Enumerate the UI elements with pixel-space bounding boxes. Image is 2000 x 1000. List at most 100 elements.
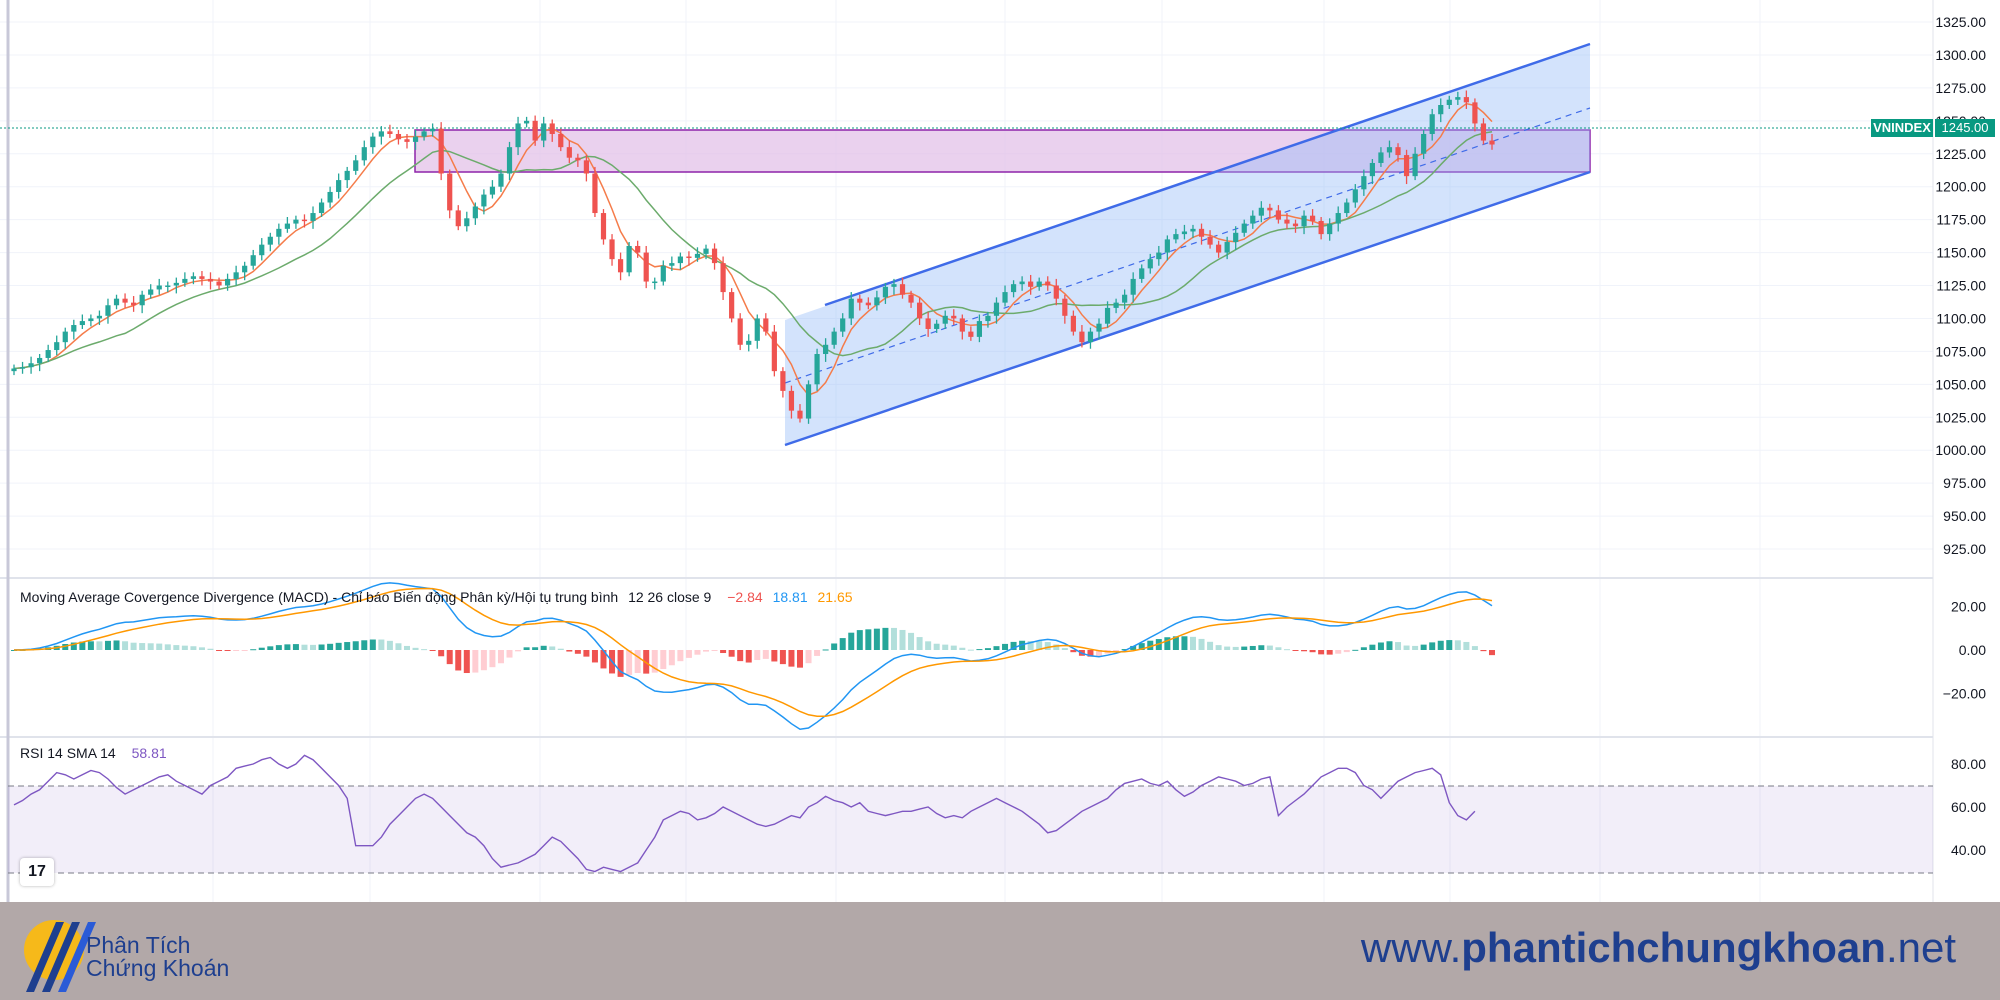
macd-histogram-bar [113, 640, 120, 650]
candle-body [464, 218, 470, 227]
price-tick-label: 1000.00 [1935, 442, 1986, 458]
price-tick-label: 975.00 [1943, 475, 1986, 491]
candle-body [412, 136, 419, 142]
candle-body [541, 123, 547, 141]
macd-histogram-bar [472, 650, 479, 673]
macd-histogram-bar [241, 650, 248, 651]
candle-body [1480, 123, 1487, 141]
candle-body [848, 298, 854, 319]
candle-body [694, 253, 701, 258]
candle-body [857, 298, 863, 303]
candle-body [1301, 215, 1307, 227]
macd-histogram-bar [1463, 641, 1470, 650]
price-chart[interactable]: 20.00 0.00 −20.00 80.00 60.00 40.00 1325.00 1… [0, 0, 2000, 902]
candle-body [421, 131, 427, 137]
candle-body [805, 384, 812, 419]
macd-pane: 20.00 0.00 −20.00 [11, 582, 1986, 730]
macd-histogram-bar [848, 632, 855, 650]
candle-body [88, 318, 94, 322]
macd-histogram-bar [1489, 650, 1495, 656]
candle-body [387, 131, 393, 134]
website-url[interactable]: www.phantichchungkhoan.net [1361, 924, 1956, 972]
macd-legend-signal: 21.65 [817, 589, 853, 605]
candle-body [1010, 284, 1017, 293]
candle-body [686, 256, 692, 259]
chart-grid [0, 0, 1933, 902]
price-tick-label: 1175.00 [1936, 212, 1986, 228]
macd-legend-name: Moving Average Covergence Divergence (MA… [20, 589, 619, 605]
candle-body [1104, 307, 1111, 324]
candle-body [1198, 228, 1205, 237]
price-tick-label: 1075.00 [1935, 343, 1986, 359]
macd-histogram-bar [164, 644, 171, 650]
candle-body [746, 340, 752, 345]
macd-histogram-bar [651, 650, 658, 673]
macd-histogram-bar [1147, 640, 1154, 650]
candle-body [148, 289, 154, 295]
candle-body [1062, 298, 1068, 316]
macd-histogram-bar [668, 650, 675, 666]
candle-body [1327, 223, 1333, 235]
macd-histogram-bar [198, 647, 205, 650]
candle-body [28, 363, 34, 368]
candle-body [1455, 97, 1461, 100]
macd-histogram-bar [506, 650, 513, 658]
candle-body [361, 147, 367, 161]
macd-histogram-bar [1053, 644, 1060, 650]
candle-body [1378, 152, 1384, 163]
macd-histogram-bar [130, 642, 137, 650]
macd-histogram-bar [1352, 649, 1359, 651]
candle-body [635, 245, 641, 253]
candle-body [908, 294, 914, 303]
candle-body [1156, 252, 1162, 260]
macd-histogram-bar [1087, 650, 1094, 657]
macd-histogram-bar [96, 641, 103, 650]
candle-body [600, 213, 607, 240]
macd-histogram-bar [1403, 645, 1410, 650]
macd-histogram-bar [933, 643, 940, 650]
macd-histogram-bar [1283, 649, 1290, 651]
macd-histogram-bar [1181, 636, 1188, 650]
macd-histogram-bar [1335, 650, 1342, 654]
macd-histogram-bar [352, 641, 359, 650]
macd-histogram-bar [455, 650, 462, 671]
candle-body [310, 213, 316, 221]
price-tick-label: 1200.00 [1935, 179, 1986, 195]
candle-body [643, 252, 649, 282]
macd-histogram-bar [267, 646, 274, 650]
candle-body [925, 318, 931, 329]
candle-body [566, 147, 572, 158]
candle-body [788, 390, 795, 411]
macd-histogram-bar [1113, 650, 1120, 652]
macd-histogram-bar [1301, 650, 1308, 652]
macd-histogram-bar [122, 641, 129, 650]
macd-histogram-bar [258, 647, 265, 650]
macd-histogram-bar [1130, 645, 1137, 650]
macd-histogram-bar [79, 641, 86, 650]
candle-body [797, 410, 803, 419]
candle-body [353, 160, 359, 171]
macd-histogram-bar [327, 643, 334, 650]
macd-histogram-bar [1232, 646, 1239, 650]
candle-body [703, 248, 709, 254]
macd-legend: Moving Average Covergence Divergence (MA… [20, 589, 859, 605]
candle-body [506, 147, 513, 174]
candle-body [1241, 223, 1247, 233]
macd-histogram-bar [703, 650, 710, 652]
macd-tick-label: 20.00 [1951, 599, 1986, 615]
price-channel [785, 44, 1590, 445]
candle-body [242, 265, 248, 273]
macd-histogram-bar [70, 642, 77, 650]
price-tick-label: 950.00 [1943, 508, 1986, 524]
tradingview-logo[interactable]: 17 [20, 858, 54, 886]
candle-body [182, 278, 188, 283]
macd-histogram-bar [1343, 650, 1350, 653]
candle-body [481, 194, 487, 207]
macd-histogram-bar [839, 638, 846, 650]
macd-histogram-bar [532, 647, 539, 650]
price-tick-label: 1050.00 [1935, 376, 1986, 392]
candle-body [993, 302, 1000, 316]
candle-body [1019, 281, 1025, 285]
candle-body [79, 321, 85, 326]
macd-histogram-bar [378, 639, 385, 650]
